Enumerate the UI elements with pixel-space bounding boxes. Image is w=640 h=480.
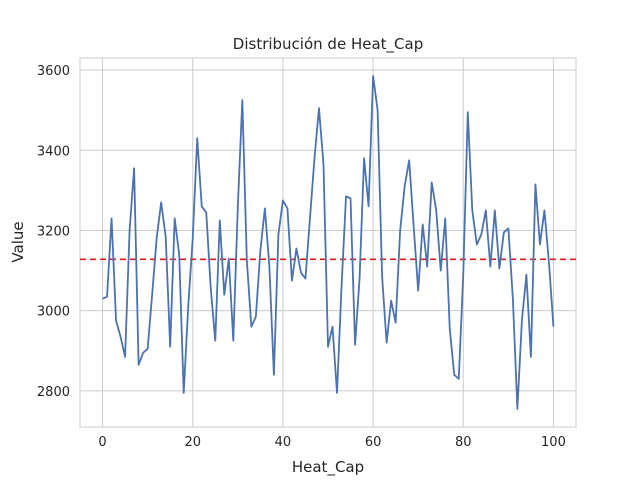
chart-title: Distribución de Heat_Cap	[233, 35, 423, 54]
x-tick-label: 60	[365, 435, 382, 450]
plot-area	[79, 57, 577, 428]
x-tick-label: 40	[275, 435, 292, 450]
y-tick-label: 3400	[37, 144, 70, 159]
y-tick-label: 3000	[37, 305, 70, 320]
y-tick-label: 3200	[37, 224, 70, 239]
x-tick-label: 0	[98, 435, 106, 450]
x-tick-label: 20	[184, 435, 201, 450]
x-tick-label: 80	[455, 435, 472, 450]
y-axis-title: Value	[9, 221, 27, 262]
series-line	[102, 75, 555, 410]
y-tick-label: 2800	[37, 385, 70, 400]
tick-labels: 0 20 40 60 80 100 2800 3000 3200 3400 3600	[37, 64, 566, 450]
x-axis-title: Heat_Cap	[292, 458, 364, 477]
series-layer	[102, 75, 555, 410]
y-tick-label: 3600	[37, 64, 70, 79]
x-tick-label: 100	[541, 435, 566, 450]
